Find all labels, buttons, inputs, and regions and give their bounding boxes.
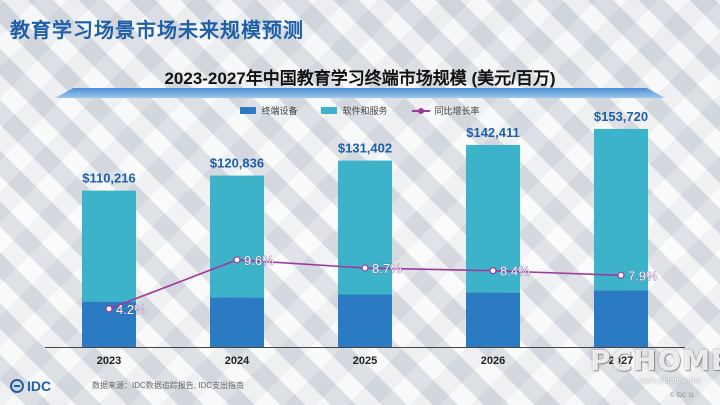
source-note: 数据来源：IDC数据追踪报告, IDC支出指南: [92, 381, 244, 390]
legend-swatch-growth: [411, 107, 430, 114]
watermark-url: www.pchome.net: [640, 376, 701, 385]
growth-point-2026: [489, 267, 497, 275]
idc-logo-text: IDC: [27, 378, 52, 394]
growth-point-2025: [361, 264, 369, 272]
idc-logo-icon: [10, 379, 24, 393]
growth-point-2027: [617, 271, 625, 279]
bar-device-2024: [210, 297, 264, 347]
x-tick-label-2026: 2026: [481, 355, 505, 367]
legend-label-growth: 同比增长率: [434, 106, 480, 116]
chart-title: 2023-2027年中国教育学习终端市场规模 (美元/百万): [164, 69, 556, 88]
total-label-2027: $153,720: [594, 109, 648, 124]
bar-device-2026: [466, 292, 520, 347]
legend-item-software: 软件和服务: [321, 104, 388, 117]
total-label-2026: $142,411: [466, 125, 520, 140]
x-tick-label-2024: 2024: [225, 355, 250, 367]
legend-swatch-device: [240, 107, 257, 114]
watermark: PCHOME: [590, 344, 720, 377]
bar-software-2023: [82, 190, 136, 302]
legend-swatch-software: [321, 107, 338, 114]
legend-label-software: 软件和服务: [342, 106, 388, 116]
x-tick-label-2023: 2023: [97, 355, 121, 367]
bar-device-2027: [594, 290, 648, 347]
growth-point-2024: [233, 256, 241, 264]
bar-software-2024: [210, 175, 264, 298]
growth-label-2023: 4.2%: [116, 302, 146, 317]
total-label-2024: $120,836: [210, 156, 264, 171]
legend-item-growth: 同比增长率: [411, 104, 480, 117]
bar-software-2025: [338, 160, 392, 295]
growth-label-2026: 8.4%: [500, 264, 530, 279]
bar-software-2027: [594, 128, 648, 291]
legend-label-device: 终端设备: [261, 106, 298, 116]
x-tick-label-2025: 2025: [353, 355, 377, 367]
page-number: © IDC 11: [670, 393, 695, 399]
title-underline: [55, 88, 665, 98]
chart-legend: 终端设备 软件和服务 同比增长率: [0, 104, 720, 117]
total-label-2025: $131,402: [338, 141, 392, 156]
growth-label-2027: 7.9%: [628, 268, 658, 283]
growth-label-2024: 9.6%: [244, 253, 274, 268]
idc-logo: IDC: [10, 378, 51, 394]
legend-item-device: 终端设备: [240, 104, 297, 117]
total-label-2023: $110,216: [82, 171, 136, 186]
bar-device-2025: [338, 294, 392, 347]
growth-point-2023: [105, 305, 113, 313]
x-tick-label-2027: 2027: [609, 355, 633, 367]
slide-title: 教育学习场景市场未来规模预测: [10, 20, 304, 42]
growth-label-2025: 8.7%: [372, 261, 402, 276]
